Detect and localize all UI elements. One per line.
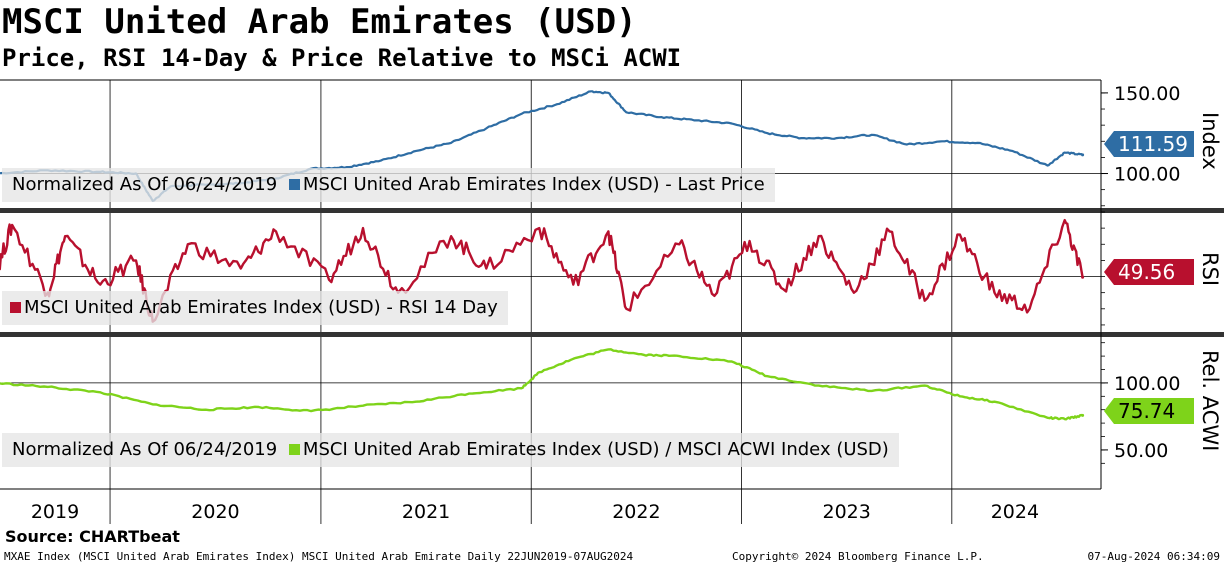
y-tick-label: 150.00 bbox=[1114, 83, 1180, 105]
series-last-point bbox=[1081, 413, 1085, 417]
chart-title: MSCI United Arab Emirates (USD) bbox=[2, 2, 637, 42]
chart-subtitle: Price, RSI 14-Day & Price Relative to MS… bbox=[2, 44, 682, 72]
price-legend-series: MSCI United Arab Emirates Index (USD) - … bbox=[302, 174, 765, 195]
x-tick-label: 2020 bbox=[191, 501, 239, 523]
price-axis-title: Index bbox=[1198, 112, 1222, 170]
relative-axis-title: Rel. ACWI bbox=[1198, 350, 1222, 452]
relative-legend-series: MSCI United Arab Emirates Index (USD) / … bbox=[302, 439, 889, 460]
price-last-value-tag: 111.59 bbox=[1104, 131, 1194, 157]
y-tick-label: 100.00 bbox=[1114, 164, 1180, 186]
source-note: Source: CHARTbeat bbox=[5, 527, 180, 546]
y-tick-label: 50.00 bbox=[1114, 440, 1168, 462]
x-tick-label: 2019 bbox=[31, 501, 79, 523]
panel-separator bbox=[0, 208, 1224, 213]
rsi-legend-swatch bbox=[10, 302, 21, 313]
rsi-legend-series: MSCI United Arab Emirates Index (USD) - … bbox=[24, 297, 498, 318]
x-tick-label: 2024 bbox=[991, 501, 1039, 523]
footer-description: MXAE Index (MSCI United Arab Emirates In… bbox=[4, 550, 634, 563]
series-last-point bbox=[1081, 275, 1085, 279]
y-tick-label: 100.00 bbox=[1114, 373, 1180, 395]
footer-copyright: Copyright© 2024 Bloomberg Finance L.P. bbox=[732, 550, 984, 563]
rsi-axis-title: RSI bbox=[1198, 252, 1222, 287]
series-last-point bbox=[1081, 153, 1085, 157]
panel-separator bbox=[0, 332, 1224, 337]
rsi-last-value-tag: 49.56 bbox=[1104, 259, 1194, 285]
axis-layer: 2019 2020 2021 2022 2023 2024 100.00 150.00 50.0… bbox=[0, 79, 1224, 523]
relative-legend-prefix: Normalized As Of 06/24/2019 bbox=[12, 439, 278, 460]
x-tick-label: 2022 bbox=[612, 501, 660, 523]
relative-last-value-tag: 75.74 bbox=[1104, 398, 1194, 424]
rsi-legend: MSCI United Arab Emirates Index (USD) - … bbox=[2, 291, 508, 325]
price-legend-prefix: Normalized As Of 06/24/2019 bbox=[12, 174, 278, 195]
relative-legend: Normalized As Of 06/24/2019 MSCI United … bbox=[2, 433, 899, 467]
price-legend-swatch bbox=[288, 179, 300, 190]
footer-timestamp: 07-Aug-2024 06:34:09 bbox=[1087, 550, 1220, 563]
series-line bbox=[0, 348, 1083, 421]
series-layer bbox=[0, 90, 1085, 421]
x-tick-label: 2021 bbox=[402, 501, 450, 523]
series-line bbox=[0, 218, 1084, 323]
relative-legend-swatch bbox=[288, 444, 300, 455]
x-tick-label: 2023 bbox=[822, 501, 870, 523]
price-legend: Normalized As Of 06/24/2019 MSCI United … bbox=[2, 168, 775, 202]
